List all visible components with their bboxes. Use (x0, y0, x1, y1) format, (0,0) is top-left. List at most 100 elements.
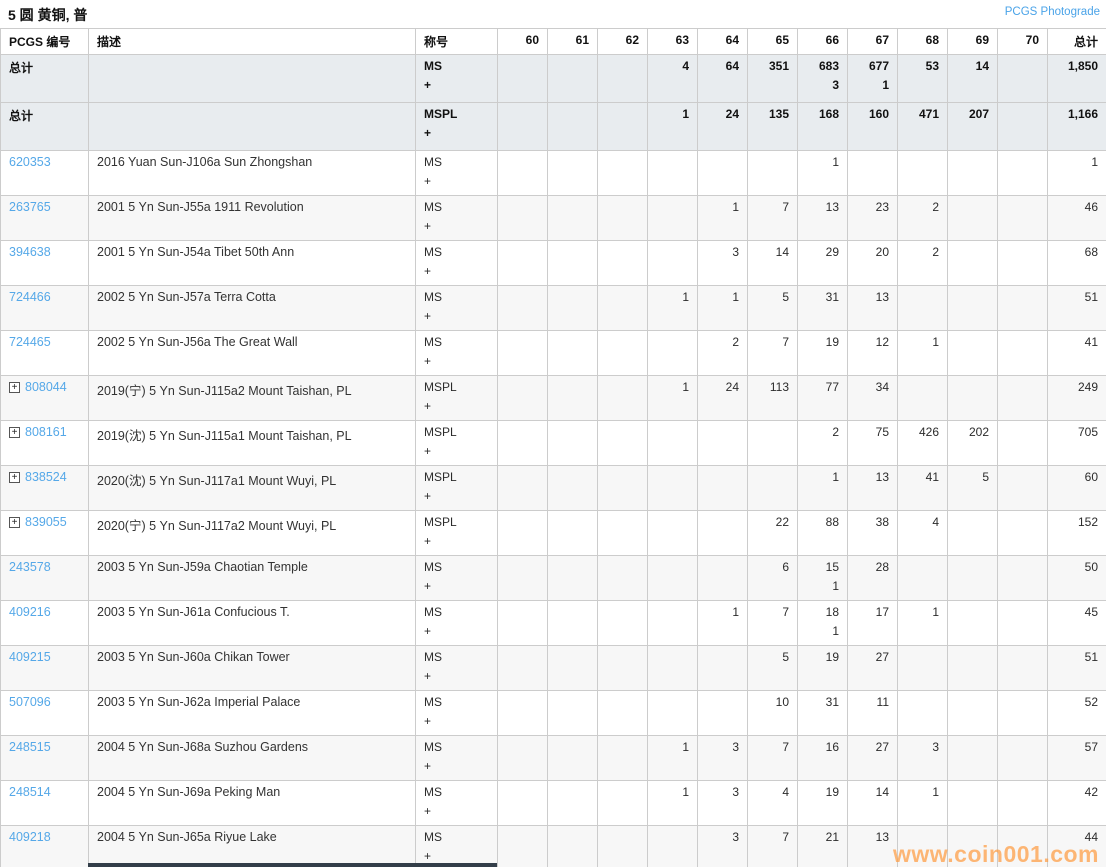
grade-cell (947, 735, 998, 781)
cell-line-1: 34 (875, 380, 889, 394)
pcgs-photograde-link[interactable]: PCGS Photograde (1004, 6, 1100, 18)
grade-cell: 28 (847, 555, 898, 601)
grade-cell: 351 (747, 54, 798, 103)
pcgs-number-link[interactable]: 409216 (9, 605, 51, 619)
cell-line-1: 31 (825, 290, 839, 304)
grade-cell (647, 645, 698, 691)
cell-line-1: 4 (682, 59, 689, 73)
cell-line-1: 11 (876, 695, 889, 709)
population-table: PCGS 编号 描述 称号 60 61 62 63 64 65 66 67 68 69 70 总计 总计 MS… (0, 28, 1106, 867)
cell-line-1: 64 (725, 59, 739, 73)
table-row: 409216 2003 5 Yn Sun-J61a Confucious T. MS… (0, 600, 1106, 646)
pcgs-number-cell: 620353 (0, 150, 89, 196)
cell-line-1: 3 (732, 785, 739, 799)
grade-cell: 1 (897, 330, 948, 376)
total-cell: 51 (1047, 285, 1106, 331)
pcgs-number-link[interactable]: 243578 (9, 560, 51, 574)
grade-cell (547, 195, 598, 241)
description-header: 描述 (88, 28, 416, 55)
expand-icon[interactable]: + (9, 517, 20, 528)
cell-line-1: 1 (682, 107, 689, 121)
grade-cell (597, 825, 648, 867)
pcgs-number-cell: 248514 (0, 780, 89, 826)
expand-icon[interactable]: + (9, 382, 20, 393)
grade-cell (897, 825, 948, 867)
cell-line-1: 1 (682, 785, 689, 799)
grade-cell: 27 (847, 735, 898, 781)
cell-line-1: 27 (875, 740, 889, 754)
total-cell: 1 (1047, 150, 1106, 196)
grade-cell: 2 (897, 240, 948, 286)
grade-cell (547, 420, 598, 466)
grade-cell: 13 (847, 465, 898, 511)
grade-cell (847, 150, 898, 196)
pcgs-number-cell: 248515 (0, 735, 89, 781)
cell-line-1: 10 (775, 695, 789, 709)
expand-icon[interactable]: + (9, 427, 20, 438)
next-row-sliver (88, 863, 497, 867)
grade-cell (547, 150, 598, 196)
pcgs-number-cell: 724465 (0, 330, 89, 376)
pcgs-number-link[interactable]: 808161 (25, 425, 67, 439)
pcgs-number-link[interactable]: 394638 (9, 245, 51, 259)
grade-cell (497, 330, 548, 376)
cell-line-2: 1 (832, 579, 839, 593)
pcgs-number-link[interactable]: 248514 (9, 785, 51, 799)
pcgs-number-link[interactable]: 409215 (9, 650, 51, 664)
total-cell: 60 (1047, 465, 1106, 511)
pcgs-number-link[interactable]: 263765 (9, 200, 51, 214)
cell-line-1: 2 (732, 335, 739, 349)
grade-cell: 1 (647, 375, 698, 421)
cell-line-2: + (424, 849, 432, 863)
grade-cell (947, 600, 998, 646)
pcgs-number-cell: +808044 (0, 375, 89, 421)
grade-cell (997, 420, 1048, 466)
grade-cell (547, 102, 598, 151)
grade-cell: 12 (847, 330, 898, 376)
pcgs-number-link[interactable]: 620353 (9, 155, 51, 169)
designation-cell: MSPL + (415, 102, 498, 151)
grade-cell (547, 555, 598, 601)
cell-line-1: 113 (769, 380, 789, 394)
grade-cell (697, 510, 748, 556)
pcgs-number-link[interactable]: 248515 (9, 740, 51, 754)
cell-line-1: 7 (782, 335, 789, 349)
pcgs-number-link[interactable]: 507096 (9, 695, 51, 709)
pcgs-number-link[interactable]: 839055 (25, 515, 67, 529)
cell-line-1: 3 (732, 740, 739, 754)
grade-cell: 19 (797, 780, 848, 826)
description-cell: 2004 5 Yn Sun-J68a Suzhou Gardens (88, 735, 416, 781)
cell-line-2: + (424, 714, 432, 728)
grade-cell (497, 780, 548, 826)
grade-cell (497, 102, 548, 151)
total-cell: 41 (1047, 330, 1106, 376)
cell-line-1: 1 (932, 605, 939, 619)
grade-cell (697, 690, 748, 736)
pcgs-number-link[interactable]: 724465 (9, 335, 51, 349)
grade-cell: 5 (947, 465, 998, 511)
grade-cell: 21 (797, 825, 848, 867)
grade-header-66: 66 (797, 28, 848, 55)
grade-cell (997, 510, 1048, 556)
cell-line-2: + (424, 174, 432, 188)
cell-line-1: MS (424, 155, 442, 169)
grade-cell: 1 (647, 102, 698, 151)
cell-line-2: + (424, 219, 432, 233)
cell-line-1: 5 (782, 650, 789, 664)
pcgs-number-link[interactable]: 838524 (25, 470, 67, 484)
grade-cell: 160 (847, 102, 898, 151)
pcgs-number-link[interactable]: 409218 (9, 830, 51, 844)
pcgs-number-link[interactable]: 808044 (25, 380, 67, 394)
designation-cell: MS + (415, 600, 498, 646)
grade-cell: 24 (697, 375, 748, 421)
cell-line-1: MS (424, 605, 442, 619)
grade-cell (547, 600, 598, 646)
cell-line-1: 1 (732, 290, 739, 304)
grade-cell: 14 (947, 54, 998, 103)
expand-icon[interactable]: + (9, 472, 20, 483)
pcgs-number-link[interactable]: 724466 (9, 290, 51, 304)
cell-line-1: 2 (932, 200, 939, 214)
cell-line-1: 7 (782, 830, 789, 844)
cell-line-1: 3 (732, 830, 739, 844)
grade-cell: 88 (797, 510, 848, 556)
